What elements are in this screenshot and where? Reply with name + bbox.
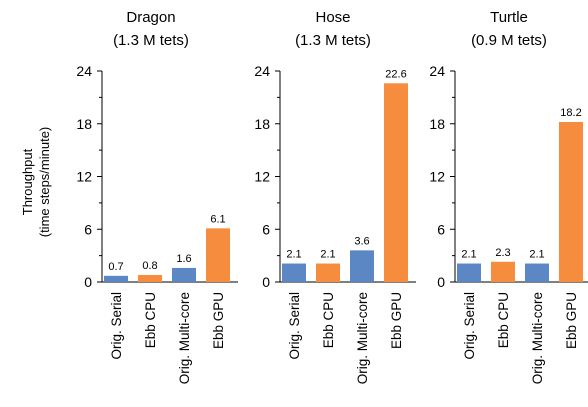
bar bbox=[138, 274, 162, 282]
bar bbox=[491, 261, 515, 282]
y-tick-label: 18 bbox=[254, 116, 270, 132]
panel-title: Hose bbox=[315, 9, 350, 26]
bar bbox=[206, 228, 230, 282]
panel-turtle: Turtle (0.9 M tets) 0 6 12 18 24 2.1 Orig. Seria… bbox=[429, 9, 588, 384]
x-category-label: Ebb GPU bbox=[564, 292, 579, 349]
bar bbox=[457, 263, 481, 282]
bar-value-label: 18.2 bbox=[560, 107, 581, 119]
bar-value-label: 22.6 bbox=[385, 68, 406, 80]
panel-dragon: Dragon (1.3 M tets) 0 6 12 18 24 0.7 Orig. Seria… bbox=[76, 9, 238, 384]
bar-value-label: 2.1 bbox=[529, 249, 544, 261]
y-tick-label: 6 bbox=[262, 221, 270, 237]
y-tick-label: 12 bbox=[76, 169, 92, 185]
x-category-label: Ebb GPU bbox=[211, 292, 226, 349]
x-category-label: Ebb CPU bbox=[321, 292, 336, 348]
x-category-label: Ebb CPU bbox=[143, 292, 158, 348]
x-category-label: Orig. Serial bbox=[109, 292, 124, 360]
panel-subtitle: (0.9 M tets) bbox=[471, 32, 547, 49]
y-tick-label: 18 bbox=[76, 116, 92, 132]
bar bbox=[282, 263, 306, 282]
y-tick-label: 0 bbox=[437, 274, 445, 290]
bar bbox=[525, 263, 549, 282]
bar bbox=[172, 267, 196, 282]
x-category-label: Ebb CPU bbox=[496, 292, 511, 348]
y-tick-label: 6 bbox=[84, 221, 92, 237]
bar bbox=[559, 121, 583, 282]
bar-value-label: 2.1 bbox=[320, 249, 335, 261]
bar-value-label: 0.7 bbox=[108, 261, 123, 273]
y-tick-label: 12 bbox=[429, 169, 445, 185]
panel-title: Turtle bbox=[490, 9, 528, 26]
bar bbox=[104, 275, 128, 282]
y-tick-label: 0 bbox=[84, 274, 92, 290]
x-category-label: Orig. Serial bbox=[462, 292, 477, 360]
chart-panels: Dragon (1.3 M tets) 0 6 12 18 24 0.7 Orig. Seria… bbox=[76, 9, 588, 384]
bar-value-label: 3.6 bbox=[354, 235, 369, 247]
x-category-label: Orig. Serial bbox=[287, 292, 302, 360]
panel-subtitle: (1.3 M tets) bbox=[113, 32, 189, 49]
panel-title: Dragon bbox=[126, 9, 175, 26]
x-category-label: Orig. Multi-core bbox=[177, 292, 192, 384]
y-tick-label: 0 bbox=[262, 274, 270, 290]
x-category-label: Orig. Multi-core bbox=[530, 292, 545, 384]
y-tick-label: 6 bbox=[437, 221, 445, 237]
bar-value-label: 0.8 bbox=[142, 260, 157, 272]
bar bbox=[384, 83, 408, 282]
y-tick-label: 24 bbox=[429, 63, 445, 79]
bar-value-label: 6.1 bbox=[210, 213, 225, 225]
y-axis-label-units: (time steps/minute) bbox=[37, 127, 52, 238]
y-tick-label: 24 bbox=[254, 63, 270, 79]
y-tick-label: 24 bbox=[76, 63, 92, 79]
y-tick-label: 18 bbox=[429, 116, 445, 132]
bar-value-label: 2.3 bbox=[495, 247, 510, 259]
x-category-label: Orig. Multi-core bbox=[355, 292, 370, 384]
bar-value-label: 2.1 bbox=[461, 249, 476, 261]
bar-value-label: 2.1 bbox=[286, 249, 301, 261]
panel-hose: Hose (1.3 M tets) 0 6 12 18 24 2.1 Orig. Serial 2… bbox=[254, 9, 416, 384]
y-axis-label: Throughput bbox=[20, 148, 35, 215]
bar bbox=[316, 263, 340, 282]
bar-value-label: 1.6 bbox=[176, 253, 191, 265]
y-tick-label: 12 bbox=[254, 169, 270, 185]
bar bbox=[350, 250, 374, 282]
x-category-label: Ebb GPU bbox=[389, 292, 404, 349]
panel-subtitle: (1.3 M tets) bbox=[295, 32, 371, 49]
